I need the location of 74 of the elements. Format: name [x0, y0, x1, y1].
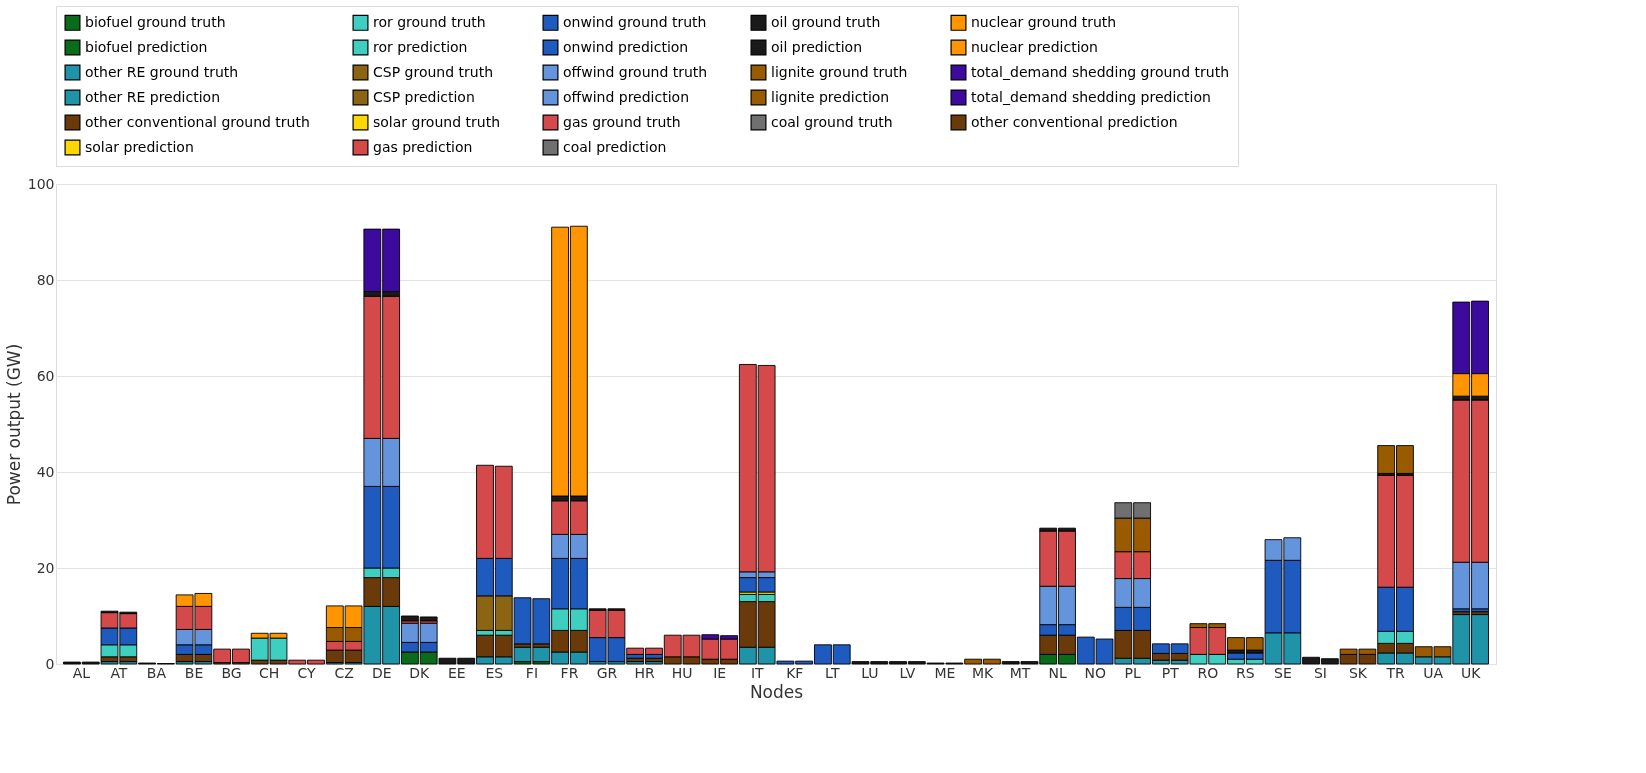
legend-label: CSP ground truth — [373, 63, 494, 80]
x-tick-label: IT — [750, 664, 765, 681]
legend-label: lignite ground truth — [771, 63, 908, 80]
x-tick-label: TR — [1385, 664, 1405, 681]
x-tick-label: CZ — [334, 664, 354, 681]
x-tick-label: RS — [1236, 664, 1255, 681]
x-tick-label: FI — [525, 664, 539, 681]
x-tick-label: MT — [1009, 664, 1031, 681]
legend-label: ror prediction — [373, 38, 468, 55]
x-tick-label: LV — [899, 664, 916, 681]
x-tick-label: DK — [409, 664, 431, 681]
x-tick-label: PL — [1124, 664, 1142, 681]
legend-label: biofuel ground truth — [85, 13, 226, 30]
x-tick-label: BA — [146, 664, 167, 681]
legend-label: coal ground truth — [771, 113, 893, 130]
x-tick-label: FR — [560, 664, 579, 681]
x-tick-label: AL — [72, 664, 91, 681]
legend-label: offwind ground truth — [563, 63, 708, 80]
legend-label: gas ground truth — [563, 113, 681, 130]
legend-label: nuclear prediction — [971, 38, 1098, 55]
x-tick-label: UK — [1460, 664, 1482, 681]
y-axis-title: Power output (GW) — [3, 343, 24, 506]
x-tick-label: SE — [1274, 664, 1292, 681]
x-tick-label: LU — [861, 664, 879, 681]
legend-label: offwind prediction — [563, 88, 689, 105]
y-tick-label: 60 — [36, 367, 55, 384]
legend-label: coal prediction — [563, 138, 667, 155]
legend-label: gas prediction — [373, 138, 473, 155]
x-tick-label: BE — [184, 664, 204, 681]
x-tick-label: GR — [596, 664, 618, 681]
x-tick-label: LT — [825, 664, 840, 681]
x-tick-label: BG — [221, 664, 242, 681]
x-tick-label: UA — [1423, 664, 1444, 681]
x-axis-title: Nodes — [749, 681, 804, 702]
y-tick-label: 40 — [36, 463, 55, 480]
x-tick-label: IE — [713, 664, 727, 681]
legend-label: solar ground truth — [373, 113, 500, 130]
legend-label: onwind prediction — [563, 38, 689, 55]
legend-label: lignite prediction — [771, 88, 890, 105]
legend-label: oil prediction — [771, 38, 863, 55]
x-tick-label: ME — [934, 664, 956, 681]
x-tick-label: SK — [1348, 664, 1368, 681]
x-tick-label: EE — [447, 664, 466, 681]
legend-label: onwind ground truth — [563, 13, 707, 30]
x-tick-label: HR — [634, 664, 655, 681]
x-tick-label: NL — [1048, 664, 1067, 681]
y-tick-label: 80 — [36, 271, 55, 288]
legend-label: CSP prediction — [373, 88, 475, 105]
legend-label: other conventional prediction — [971, 113, 1178, 130]
y-tick-label: 20 — [36, 559, 55, 576]
legend-label: ror ground truth — [373, 13, 486, 30]
x-tick-label: AT — [110, 664, 128, 681]
legend-label: biofuel prediction — [85, 38, 208, 55]
legend-label: oil ground truth — [771, 13, 881, 30]
y-tick-label: 0 — [45, 655, 55, 672]
legend-label: other conventional ground truth — [85, 113, 310, 130]
x-tick-label: SI — [1313, 664, 1327, 681]
x-tick-label: CH — [258, 664, 280, 681]
legend-label: total_demand shedding prediction — [971, 88, 1211, 105]
x-tick-label: KF — [786, 664, 804, 681]
x-tick-label: PT — [1161, 664, 1180, 681]
legend-label: nuclear ground truth — [971, 13, 1117, 30]
legend-label: solar prediction — [85, 138, 194, 155]
x-tick-label: NO — [1084, 664, 1106, 681]
x-tick-label: MK — [971, 664, 994, 681]
y-tick-label: 100 — [27, 175, 55, 192]
legend-label: total_demand shedding ground truth — [971, 63, 1230, 80]
x-tick-label: CY — [297, 664, 317, 681]
x-tick-label: RO — [1197, 664, 1219, 681]
x-tick-label: ES — [485, 664, 504, 681]
x-tick-label: DE — [371, 664, 392, 681]
legend-label: other RE prediction — [85, 88, 221, 105]
x-tick-label: HU — [671, 664, 693, 681]
legend-label: other RE ground truth — [85, 63, 239, 80]
